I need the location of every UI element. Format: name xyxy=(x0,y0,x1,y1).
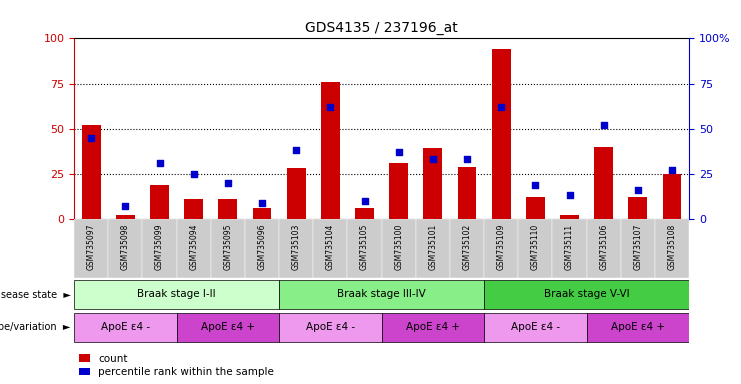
Text: Braak stage V-VI: Braak stage V-VI xyxy=(544,289,629,299)
Bar xyxy=(279,219,313,278)
Bar xyxy=(382,219,416,278)
Text: ApoE ε4 -: ApoE ε4 - xyxy=(306,322,355,332)
Bar xyxy=(662,174,682,219)
Bar xyxy=(321,82,340,219)
Text: GSM735103: GSM735103 xyxy=(292,223,301,270)
Point xyxy=(256,200,268,206)
Point xyxy=(222,180,234,186)
Text: Braak stage I-II: Braak stage I-II xyxy=(137,289,216,299)
Point xyxy=(153,160,165,166)
Bar xyxy=(210,219,245,278)
Text: GSM735106: GSM735106 xyxy=(599,223,608,270)
Bar xyxy=(219,199,237,219)
Text: GSM735111: GSM735111 xyxy=(565,223,574,270)
Bar xyxy=(382,313,484,342)
Bar xyxy=(245,219,279,278)
Point xyxy=(393,149,405,155)
Text: GSM735098: GSM735098 xyxy=(121,223,130,270)
Bar xyxy=(348,219,382,278)
Bar xyxy=(621,219,655,278)
Bar xyxy=(82,125,101,219)
Bar xyxy=(587,219,621,278)
Bar xyxy=(74,219,108,278)
Text: ApoE ε4 +: ApoE ε4 + xyxy=(611,322,665,332)
Point xyxy=(359,198,370,204)
Bar xyxy=(253,208,271,219)
Bar xyxy=(108,219,142,278)
Bar xyxy=(416,219,450,278)
Bar xyxy=(279,313,382,342)
Bar xyxy=(355,208,374,219)
Point xyxy=(461,156,473,162)
Point xyxy=(598,122,610,128)
Bar xyxy=(389,163,408,219)
Bar xyxy=(553,219,587,278)
Text: GSM735100: GSM735100 xyxy=(394,223,403,270)
Text: ApoE ε4 +: ApoE ε4 + xyxy=(406,322,460,332)
Text: ApoE ε4 -: ApoE ε4 - xyxy=(101,322,150,332)
Text: GSM735099: GSM735099 xyxy=(155,223,164,270)
Bar xyxy=(116,215,135,219)
Bar xyxy=(142,219,176,278)
Bar xyxy=(560,215,579,219)
Bar xyxy=(492,49,511,219)
Title: GDS4135 / 237196_at: GDS4135 / 237196_at xyxy=(305,21,458,35)
Text: GSM735104: GSM735104 xyxy=(326,223,335,270)
Bar xyxy=(628,197,648,219)
Point xyxy=(564,192,576,199)
Text: GSM735105: GSM735105 xyxy=(360,223,369,270)
Bar xyxy=(150,185,169,219)
Text: GSM735108: GSM735108 xyxy=(668,223,677,270)
Bar xyxy=(587,313,689,342)
Text: GSM735109: GSM735109 xyxy=(496,223,505,270)
Text: GSM735094: GSM735094 xyxy=(189,223,198,270)
Bar xyxy=(279,280,484,310)
Bar xyxy=(176,313,279,342)
Legend: count, percentile rank within the sample: count, percentile rank within the sample xyxy=(79,354,274,377)
Bar xyxy=(176,219,210,278)
Point xyxy=(119,203,131,209)
Point xyxy=(187,170,199,177)
Bar xyxy=(526,197,545,219)
Bar xyxy=(655,219,689,278)
Bar xyxy=(450,219,484,278)
Point xyxy=(495,104,507,110)
Bar xyxy=(484,313,587,342)
Text: ApoE ε4 +: ApoE ε4 + xyxy=(201,322,255,332)
Text: Braak stage III-IV: Braak stage III-IV xyxy=(337,289,426,299)
Text: GSM735096: GSM735096 xyxy=(258,223,267,270)
Bar xyxy=(185,199,203,219)
Point xyxy=(632,187,644,193)
Text: genotype/variation  ►: genotype/variation ► xyxy=(0,322,70,333)
Bar xyxy=(74,280,279,310)
Text: GSM735097: GSM735097 xyxy=(87,223,96,270)
Bar xyxy=(74,313,176,342)
Point xyxy=(666,167,678,173)
Text: GSM735110: GSM735110 xyxy=(531,223,540,270)
Point xyxy=(529,182,541,188)
Bar xyxy=(287,168,305,219)
Point xyxy=(85,135,97,141)
Text: disease state  ►: disease state ► xyxy=(0,290,70,300)
Bar xyxy=(423,149,442,219)
Bar xyxy=(484,280,689,310)
Point xyxy=(290,147,302,153)
Bar xyxy=(518,219,553,278)
Bar xyxy=(313,219,348,278)
Bar xyxy=(458,167,476,219)
Point xyxy=(325,104,336,110)
Bar xyxy=(594,147,613,219)
Text: GSM735095: GSM735095 xyxy=(223,223,233,270)
Text: GSM735102: GSM735102 xyxy=(462,223,471,270)
Point xyxy=(427,156,439,162)
Bar xyxy=(484,219,518,278)
Text: GSM735101: GSM735101 xyxy=(428,223,437,270)
Text: GSM735107: GSM735107 xyxy=(634,223,642,270)
Text: ApoE ε4 -: ApoE ε4 - xyxy=(511,322,560,332)
